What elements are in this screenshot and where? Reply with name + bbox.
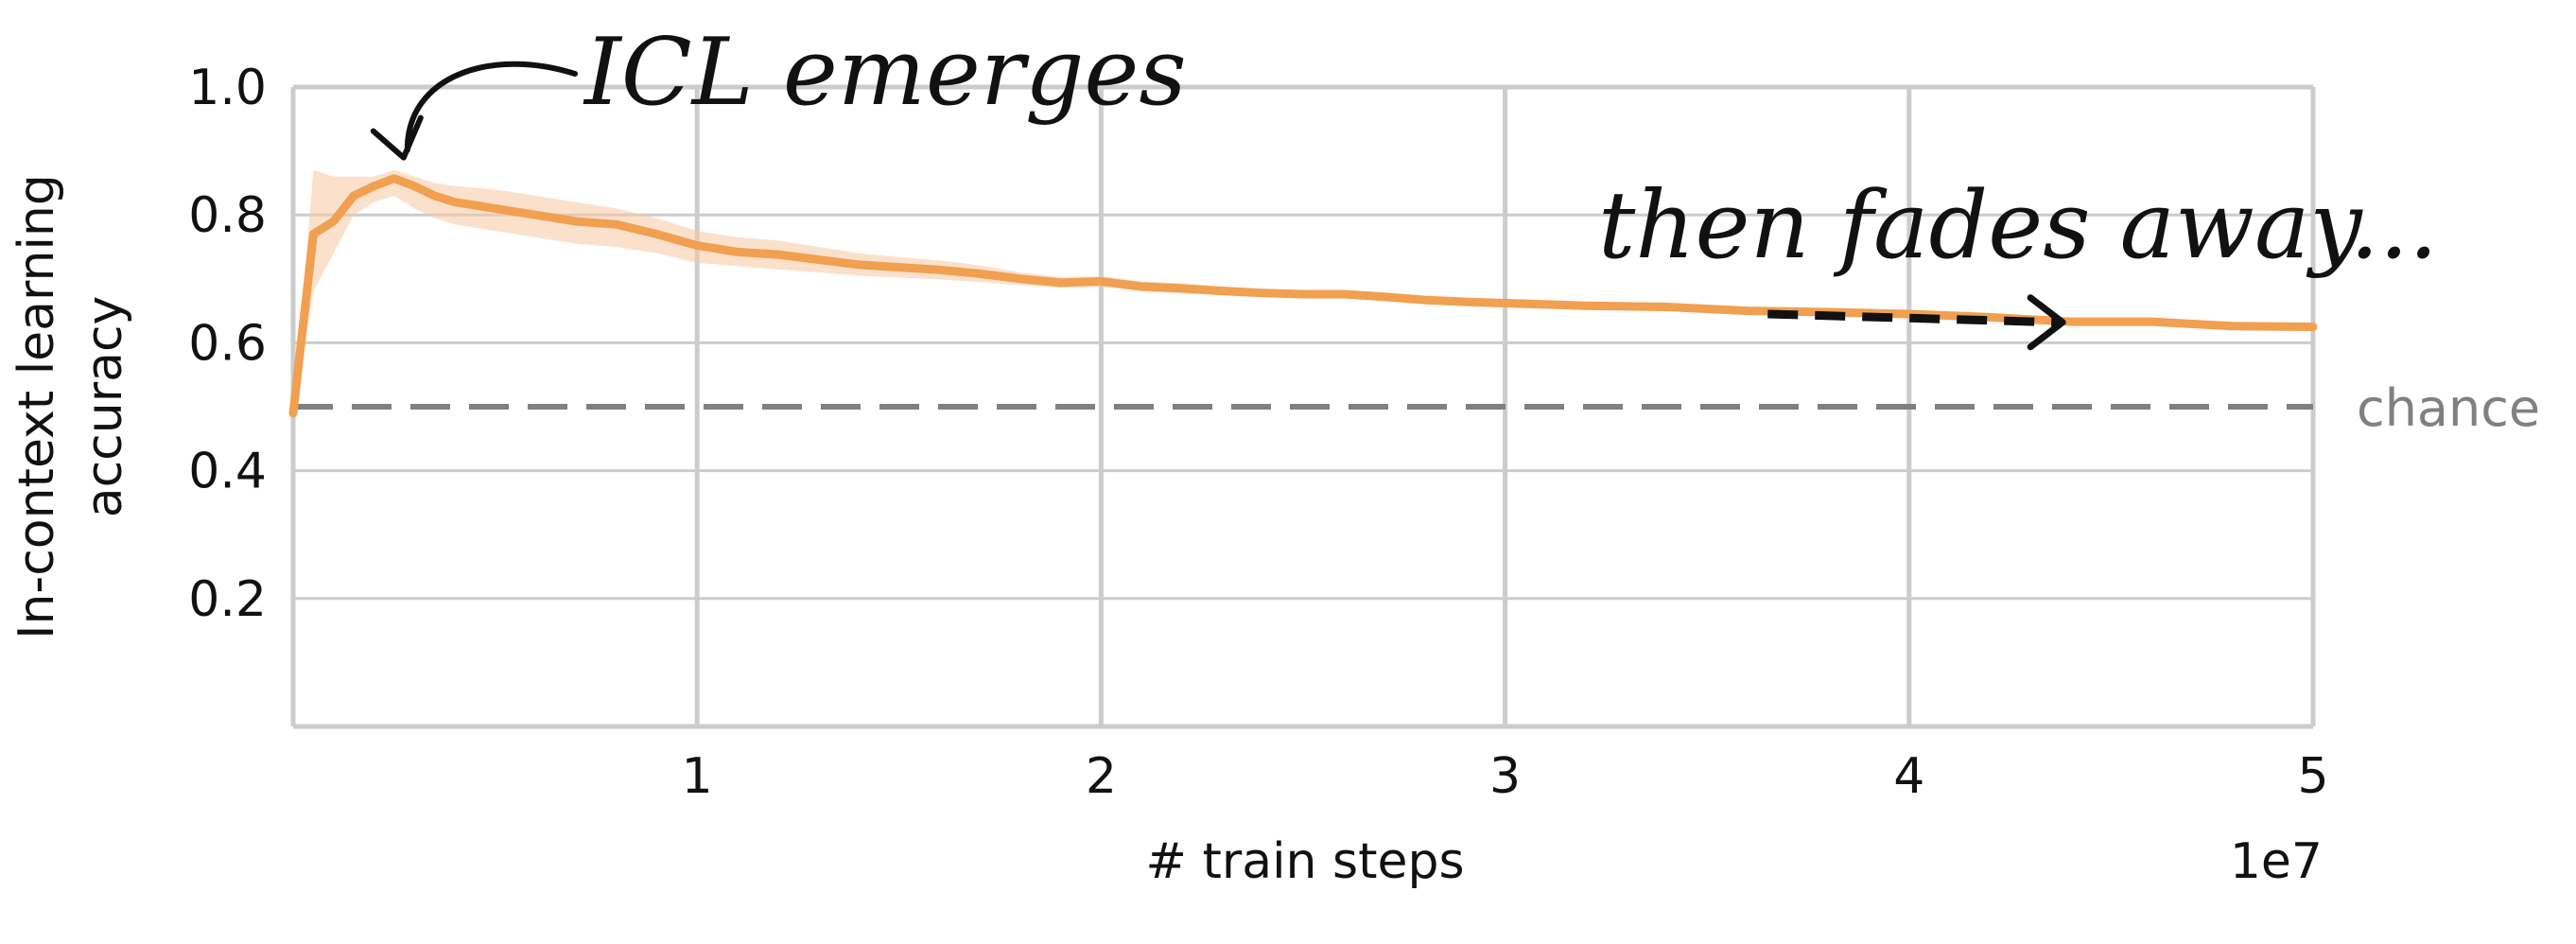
y-tick-label-4: 1.0 [188, 60, 267, 116]
accuracy-line [288, 174, 2318, 418]
x-axis-title: # train steps [1145, 833, 1464, 890]
y-axis-title-line-2: accuracy [77, 296, 133, 518]
x-tick-label-4: 5 [2297, 748, 2328, 805]
chance-label: chance [2357, 378, 2540, 438]
x-axis-multiplier: 1e7 [2230, 833, 2323, 890]
y-tick-label-3: 0.8 [188, 187, 267, 244]
x-tick-label-1: 2 [1086, 748, 1117, 805]
x-tick-label-0: 1 [682, 748, 713, 805]
tick-labels: 1 2 3 4 5 0.2 0.4 0.6 0.8 1.0 [188, 60, 2328, 805]
y-tick-label-2: 0.6 [188, 315, 267, 372]
icl-emerges-arrowhead [370, 114, 424, 161]
annotations: ICL emerges then fades away... [370, 19, 2438, 351]
y-axis-title-line-1: In-context learning [9, 174, 65, 639]
chance-reference: chance [293, 378, 2540, 438]
icl-emerges-arrow [404, 61, 578, 153]
x-tick-label-3: 4 [1893, 748, 1924, 805]
fades-away-annotation: then fades away... [1598, 172, 2438, 280]
accuracy-series [288, 174, 2318, 418]
x-tick-label-2: 3 [1489, 748, 1521, 805]
y-tick-label-1: 0.4 [188, 444, 267, 500]
icl-emerges-annotation: ICL emerges [583, 19, 1187, 127]
y-tick-label-0: 0.2 [188, 571, 267, 628]
fades-away-arrowhead [2027, 294, 2066, 351]
fades-away-arrow [1767, 309, 2058, 327]
